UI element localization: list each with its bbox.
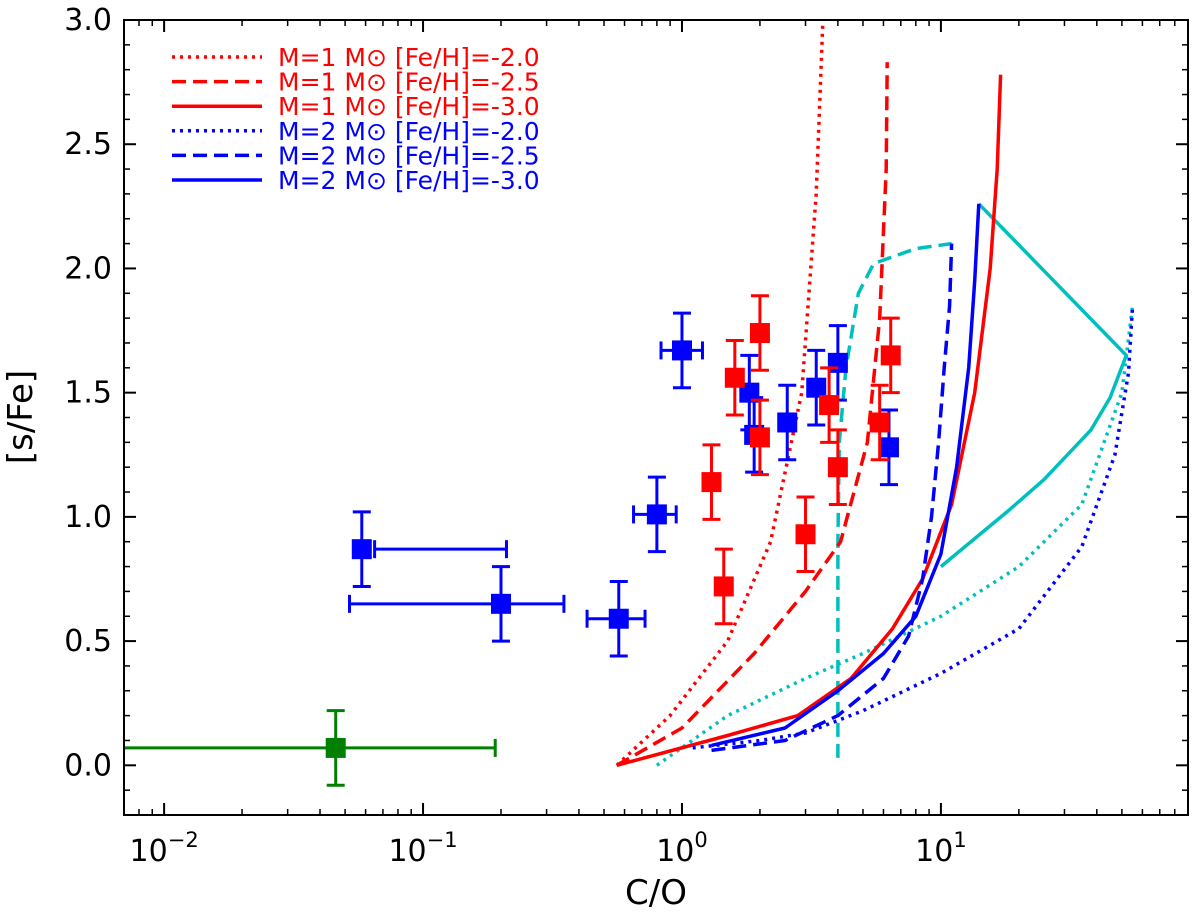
x-tick-label: 10−2 <box>130 828 199 869</box>
legend-label: M=2 M⊙ [Fe/H]=-2.0 <box>278 117 540 146</box>
legend-entry-2: M=1 M⊙ [Fe/H]=-2.5 <box>172 68 540 97</box>
x-tick-label: 100 <box>656 828 708 869</box>
data-point-3 <box>585 579 647 658</box>
legend-label: M=1 M⊙ [Fe/H]=-2.0 <box>278 43 540 72</box>
observations-layer <box>124 294 901 787</box>
data-point-1 <box>351 510 508 588</box>
data-point-5 <box>659 311 704 390</box>
model-series-line-2 <box>615 62 889 767</box>
y-tick-label: 0.0 <box>64 748 112 783</box>
legend-label: M=1 M⊙ [Fe/H]=-2.5 <box>278 68 540 97</box>
y-tick-label: 1.0 <box>64 500 112 535</box>
data-point-17 <box>795 495 816 574</box>
data-point-19 <box>827 428 848 506</box>
series-layer <box>615 19 1135 767</box>
legend-entry-4: M=2 M⊙ [Fe/H]=-2.0 <box>172 117 540 146</box>
legend-entry-6: M=2 M⊙ [Fe/H]=-3.0 <box>172 166 540 195</box>
y-tick-label: 0.5 <box>64 624 112 659</box>
y-tick-label: 2.0 <box>64 251 112 286</box>
data-point-14 <box>724 338 745 417</box>
x-tick-label: 10−1 <box>388 828 457 869</box>
cyan-series-line-3 <box>939 202 1129 568</box>
data-point-22 <box>124 709 497 787</box>
data-point-4 <box>632 475 678 554</box>
data-point-9 <box>806 348 827 427</box>
model-series-line-4 <box>692 305 1135 750</box>
data-point-20 <box>869 383 890 462</box>
legend-entry-3: M=1 M⊙ [Fe/H]=-3.0 <box>172 92 540 121</box>
data-point-2 <box>348 565 566 643</box>
data-point-12 <box>701 443 722 521</box>
data-point-15 <box>749 294 770 372</box>
model-series-line-6 <box>711 203 981 748</box>
data-point-16 <box>749 398 770 477</box>
legend-entry-5: M=2 M⊙ [Fe/H]=-2.5 <box>172 141 540 170</box>
legend-label: M=2 M⊙ [Fe/H]=-3.0 <box>278 166 540 195</box>
y-tick-label: 1.5 <box>64 376 112 411</box>
legend-label: M=1 M⊙ [Fe/H]=-3.0 <box>278 92 540 121</box>
x-axis-label: C/O <box>625 873 687 913</box>
cyan-series-line-1 <box>655 305 1135 767</box>
data-point-21 <box>880 316 901 395</box>
tick-layer: 0.0 0.5 1.0 1.5 2.0 2.5 3.0 10−2 10−1 100 101 <box>64 3 1189 869</box>
legend-label: M=2 M⊙ [Fe/H]=-2.5 <box>278 141 540 170</box>
y-tick-label: 2.5 <box>64 127 112 162</box>
model-series-line-5 <box>711 243 954 753</box>
plot-background <box>124 20 1188 815</box>
legend: M=1 M⊙ [Fe/H]=-2.0M=1 M⊙ [Fe/H]=-2.5M=1 … <box>172 43 540 195</box>
model-series-line-1 <box>615 19 825 767</box>
y-axis-label: [s/Fe] <box>1 370 41 464</box>
legend-entry-1: M=1 M⊙ [Fe/H]=-2.0 <box>172 43 540 72</box>
y-tick-label: 3.0 <box>64 3 112 38</box>
x-tick-label: 101 <box>915 828 967 869</box>
cyan-series-line-2 <box>836 241 952 758</box>
data-point-8 <box>777 383 798 462</box>
data-point-13 <box>713 547 734 626</box>
